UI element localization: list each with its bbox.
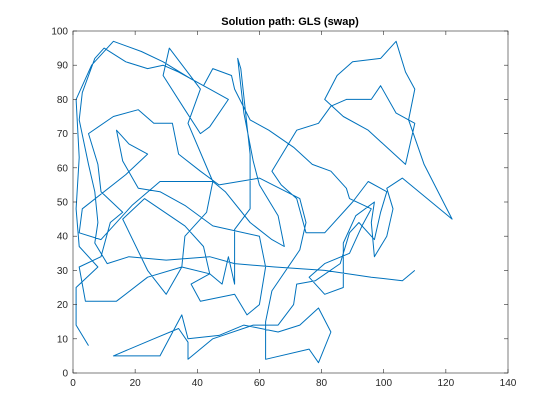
- chart-title: Solution path: GLS (swap): [221, 16, 359, 28]
- y-tick-label: 30: [57, 266, 69, 277]
- x-tick-label: 140: [500, 378, 517, 389]
- x-tick-label: 120: [438, 378, 455, 389]
- x-tick-label: 0: [70, 378, 76, 389]
- y-tick-label: 40: [57, 232, 69, 243]
- y-tick-label: 90: [57, 61, 69, 72]
- x-tick-label: 80: [316, 378, 328, 389]
- x-tick-label: 40: [192, 378, 204, 389]
- y-tick-label: 0: [62, 369, 68, 380]
- y-tick-label: 10: [57, 334, 69, 345]
- path-layer: [75, 40, 453, 364]
- y-tick-label: 60: [57, 163, 69, 174]
- x-tick-label: 20: [130, 378, 142, 389]
- y-tick-label: 100: [51, 27, 68, 38]
- plot-area: [72, 30, 509, 374]
- y-tick-label: 20: [57, 300, 69, 311]
- x-tick-label: 60: [254, 378, 266, 389]
- y-tick-label: 70: [57, 129, 69, 140]
- solution-path-line: [75, 40, 453, 364]
- tick-layer: 0 20 40 60 80 100 120 140 0 10 20 30 40 50 60 70 80 90 100: [51, 27, 516, 390]
- x-tick-label: 100: [375, 378, 392, 389]
- y-tick-label: 80: [57, 95, 69, 106]
- y-tick-label: 50: [57, 198, 69, 209]
